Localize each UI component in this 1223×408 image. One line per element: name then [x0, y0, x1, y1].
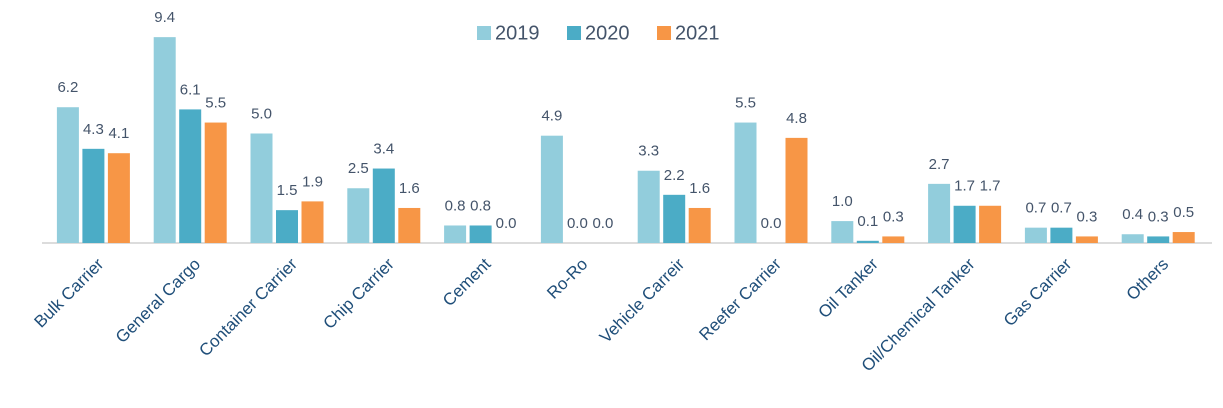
- x-tick-label: Ro-Ro: [543, 255, 591, 303]
- value-label: 0.7: [1051, 200, 1072, 217]
- bar: [1172, 232, 1195, 243]
- value-label: 0.0: [592, 215, 613, 232]
- legend-label: 2019: [495, 22, 540, 44]
- value-label: 4.1: [108, 125, 129, 142]
- bar: [1121, 234, 1144, 243]
- bar: [785, 137, 808, 243]
- value-label: 5.0: [251, 105, 272, 122]
- value-label: 2.2: [664, 167, 685, 184]
- value-label: 5.5: [205, 95, 226, 112]
- x-tick-label: Container Carrier: [195, 254, 301, 360]
- value-label: 5.5: [735, 95, 756, 112]
- bar: [928, 183, 951, 243]
- legend-swatch: [567, 26, 581, 40]
- value-label: 4.3: [83, 121, 104, 138]
- x-tick-label: Vehicle Carreir: [596, 254, 689, 347]
- x-tick-label: Reefer Carrier: [695, 254, 785, 344]
- value-label: 0.7: [1025, 200, 1046, 217]
- legend-swatch: [657, 26, 671, 40]
- value-label: 0.3: [1148, 208, 1169, 225]
- bar: [372, 168, 395, 243]
- value-label: 1.5: [277, 182, 298, 199]
- bar: [82, 148, 105, 243]
- value-label: 0.0: [761, 215, 782, 232]
- value-label: 0.0: [496, 215, 517, 232]
- value-label: 0.0: [567, 215, 588, 232]
- bar: [444, 225, 467, 243]
- value-label: 0.5: [1173, 204, 1194, 221]
- bar: [1075, 236, 1098, 243]
- value-label: 6.1: [180, 81, 201, 98]
- bar: [734, 122, 757, 243]
- value-label: 0.4: [1122, 206, 1143, 223]
- value-label: 9.4: [154, 9, 175, 26]
- bar: [56, 107, 79, 243]
- value-label: 1.9: [302, 173, 323, 190]
- bar: [540, 135, 563, 243]
- bar: [179, 109, 202, 243]
- bar: [276, 210, 298, 243]
- value-label: 0.3: [1076, 208, 1097, 225]
- x-tick-label: Bulk Carrier: [31, 254, 108, 331]
- bar: [1147, 236, 1170, 243]
- value-label: 1.7: [954, 178, 975, 195]
- value-label: 0.3: [883, 208, 904, 225]
- value-label: 2.5: [348, 160, 369, 177]
- x-tick-label: Cement: [439, 254, 495, 310]
- value-label: 4.9: [541, 108, 562, 125]
- value-label: 0.8: [470, 197, 491, 214]
- value-label: 2.7: [929, 156, 950, 173]
- value-label: 1.7: [980, 178, 1001, 195]
- bar: [301, 201, 324, 243]
- legend-label: 2020: [585, 22, 630, 44]
- legend-label: 2021: [675, 22, 720, 44]
- x-tick-label: Others: [1123, 255, 1173, 305]
- bar: [882, 236, 905, 243]
- bar: [856, 240, 879, 243]
- bar: [153, 37, 176, 243]
- bar: [1050, 227, 1073, 243]
- value-label: 1.6: [399, 180, 420, 197]
- value-label: 4.8: [786, 110, 807, 127]
- x-tick-label: General Cargo: [112, 255, 204, 347]
- bar: [637, 170, 660, 243]
- bar: [398, 207, 421, 243]
- value-label: 3.3: [638, 143, 659, 160]
- bar: [688, 207, 711, 243]
- value-label: 1.0: [832, 193, 853, 210]
- bar: [663, 194, 686, 243]
- bar: [1024, 227, 1047, 243]
- value-label: 1.6: [689, 180, 710, 197]
- bar: [107, 153, 130, 243]
- bar: [250, 133, 273, 243]
- value-label: 0.1: [857, 213, 878, 230]
- x-tick-label: Oil Tanker: [814, 254, 882, 322]
- bar: [469, 225, 492, 243]
- x-tick-label: Gas Carrier: [1000, 254, 1076, 330]
- value-label: 6.2: [57, 79, 78, 96]
- x-tick-label: Chip Carrier: [320, 254, 398, 332]
- bar: [953, 205, 976, 243]
- legend-swatch: [477, 26, 491, 40]
- bar: [347, 188, 370, 243]
- bar: [204, 122, 227, 243]
- value-label: 3.4: [373, 141, 394, 158]
- bar: [979, 205, 1002, 243]
- value-label: 0.8: [445, 197, 466, 214]
- bar: [831, 221, 854, 243]
